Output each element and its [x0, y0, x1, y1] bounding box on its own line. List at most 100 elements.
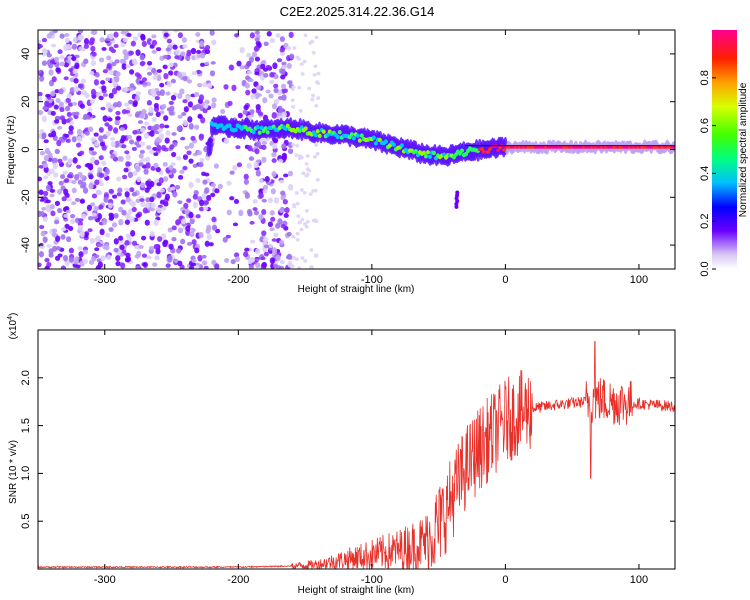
noise-blob — [272, 143, 278, 150]
noise-blob — [310, 39, 315, 44]
noise-blob — [58, 180, 64, 186]
noise-blob — [82, 249, 88, 255]
noise-blob — [214, 263, 220, 269]
noise-blob — [128, 139, 135, 145]
noise-blob — [78, 218, 84, 222]
noise-blob — [269, 38, 275, 44]
noise-blob — [211, 102, 217, 109]
noise-blob — [172, 190, 178, 198]
noise-blob — [151, 34, 157, 39]
noise-blob — [163, 239, 169, 245]
colorbar: 0.0 0.2 0.4 0.6 0.8 Normalized spectral ampl… — [699, 30, 749, 277]
noise-blob — [148, 149, 155, 155]
noise-blob — [131, 58, 138, 65]
noise-blob — [246, 162, 252, 169]
noise-blob — [113, 31, 119, 38]
noise-blob — [149, 196, 155, 203]
noise-blob — [115, 110, 121, 116]
noise-blob — [190, 262, 197, 267]
noise-blob — [89, 99, 96, 104]
x-tick-label: 100 — [630, 574, 648, 586]
noise-blob — [131, 206, 137, 212]
noise-blob — [99, 37, 105, 43]
noise-blob — [120, 30, 126, 35]
noise-blob — [139, 54, 145, 61]
colorbar-gradient — [712, 30, 737, 269]
noise-blob — [252, 207, 258, 211]
noise-blob — [58, 88, 64, 95]
noise-blob — [139, 198, 145, 202]
noise-blob — [182, 44, 188, 49]
noise-blob — [206, 194, 212, 202]
noise-blob — [205, 228, 211, 234]
noise-blob — [198, 231, 204, 239]
noise-blob — [256, 85, 262, 91]
noise-blob — [91, 51, 97, 57]
signal-core — [391, 142, 396, 147]
noise-blob — [263, 72, 269, 78]
noise-blob — [90, 60, 97, 67]
noise-blob — [297, 85, 302, 90]
noise-blob — [172, 44, 178, 50]
noise-blob — [267, 197, 273, 204]
x-tick-label: -100 — [361, 574, 383, 586]
noise-blob — [269, 72, 275, 78]
noise-blob — [299, 227, 304, 232]
noise-blob — [165, 47, 171, 52]
noise-blob — [139, 141, 146, 146]
signal-core — [233, 127, 238, 133]
noise-blob — [262, 236, 269, 244]
signal-core — [672, 145, 675, 149]
noise-blob — [140, 34, 146, 41]
noise-blob — [50, 110, 56, 116]
signal-core — [427, 154, 432, 159]
noise-blob — [100, 255, 106, 262]
noise-blob — [185, 225, 191, 232]
noise-blob — [98, 204, 104, 210]
noise-blob — [153, 243, 159, 250]
noise-blob — [161, 206, 167, 211]
noise-blob — [315, 177, 320, 182]
noise-blob — [261, 156, 267, 163]
noise-blob — [239, 65, 245, 70]
noise-blob — [198, 199, 205, 207]
x-tick-label: 100 — [630, 274, 648, 286]
noise-blob — [94, 179, 100, 186]
noise-blob — [271, 103, 278, 110]
noise-blob — [97, 243, 103, 248]
noise-blob — [68, 68, 74, 72]
noise-blob — [155, 111, 161, 118]
noise-blob — [56, 125, 63, 130]
noise-blob — [249, 32, 256, 39]
noise-blob — [196, 150, 203, 156]
noise-blob — [242, 109, 248, 115]
noise-blob — [300, 256, 305, 260]
noise-blob — [156, 207, 162, 214]
noise-blob — [183, 202, 189, 210]
noise-blob — [261, 198, 267, 203]
signal-core — [219, 123, 224, 128]
noise-blob — [176, 220, 182, 225]
noise-blob — [41, 115, 47, 123]
noise-blob — [235, 145, 241, 150]
noise-blob — [105, 233, 111, 238]
noise-blob — [177, 200, 183, 205]
noise-blob — [243, 178, 250, 185]
noise-blob — [98, 95, 104, 101]
noise-blob — [283, 212, 289, 219]
noise-blob — [51, 76, 57, 83]
noise-blob — [231, 84, 237, 92]
noise-blob — [301, 171, 306, 176]
noise-blob — [154, 95, 160, 101]
noise-blob — [279, 179, 285, 184]
noise-blob — [112, 82, 118, 87]
noise-blob — [296, 57, 301, 61]
noise-blob — [288, 31, 294, 39]
noise-blob — [246, 60, 252, 67]
noise-blob — [174, 55, 180, 60]
noise-blob — [71, 187, 77, 194]
noise-blob — [74, 256, 80, 261]
noise-blob — [308, 192, 313, 196]
noise-blob — [145, 162, 151, 169]
